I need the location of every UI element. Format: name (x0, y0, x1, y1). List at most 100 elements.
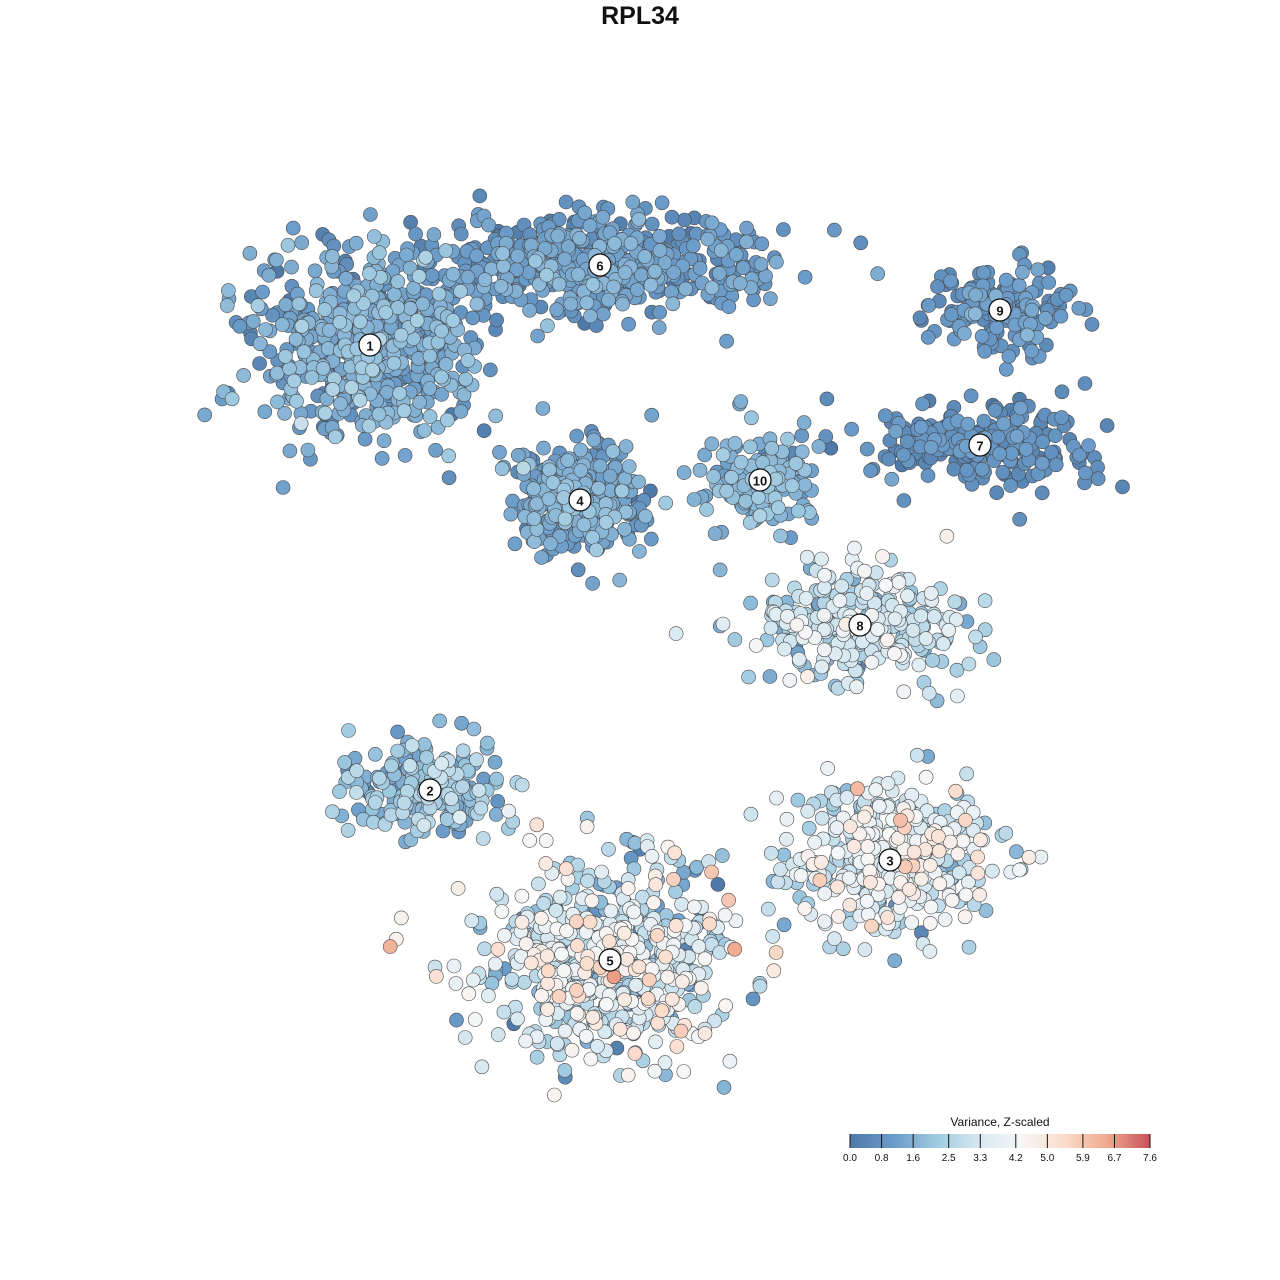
data-point (474, 1059, 490, 1075)
data-point (489, 886, 505, 902)
data-point (252, 356, 267, 371)
data-point (973, 832, 988, 848)
data-point (956, 326, 972, 341)
data-point (820, 761, 836, 776)
data-point (1011, 278, 1027, 293)
data-point (727, 436, 743, 451)
data-point (718, 998, 734, 1014)
data-point (652, 305, 667, 320)
data-point (250, 298, 266, 313)
data-point (650, 1015, 666, 1031)
data-point (586, 432, 602, 448)
data-point (402, 300, 418, 316)
data-point (763, 845, 779, 861)
data-point (643, 277, 659, 293)
data-point (487, 754, 503, 770)
data-point (697, 951, 713, 967)
data-point (536, 440, 551, 456)
data-point (579, 819, 595, 835)
data-point (963, 388, 979, 404)
data-point (443, 791, 459, 807)
data-point (989, 485, 1005, 501)
data-point (721, 299, 737, 315)
data-point (599, 996, 614, 1012)
data-point (269, 365, 285, 381)
data-point (434, 756, 450, 771)
data-point (880, 910, 895, 925)
data-point (961, 939, 977, 955)
data-point (460, 353, 476, 368)
data-point (671, 226, 687, 242)
data-point (438, 243, 454, 258)
data-point (582, 914, 598, 930)
data-point (651, 320, 667, 335)
data-point (989, 320, 1004, 335)
data-point (674, 896, 689, 912)
data-point (497, 928, 512, 943)
data-point (691, 939, 707, 954)
data-point (408, 226, 423, 242)
data-point (527, 253, 543, 269)
data-point (280, 238, 296, 253)
data-point (481, 217, 497, 233)
data-point (860, 839, 876, 854)
data-point (875, 549, 890, 564)
data-point (557, 511, 573, 527)
data-point (422, 409, 438, 424)
data-point (549, 1036, 565, 1051)
data-point (315, 361, 331, 376)
data-point (320, 341, 336, 356)
data-point (812, 872, 828, 888)
data-point (799, 549, 815, 565)
data-point (614, 483, 630, 499)
data-point (864, 654, 880, 670)
data-point (998, 361, 1014, 377)
data-point (621, 316, 636, 332)
data-point (797, 901, 813, 916)
data-point (693, 980, 709, 996)
data-point (652, 243, 668, 258)
data-point (592, 458, 608, 474)
data-point (887, 611, 903, 627)
data-point (473, 800, 489, 816)
data-point (382, 939, 398, 954)
data-point (357, 431, 373, 447)
data-point (255, 284, 270, 300)
data-point (647, 263, 663, 279)
data-point (868, 782, 884, 798)
data-point (572, 231, 587, 246)
data-point (288, 331, 304, 347)
data-point (452, 809, 468, 825)
data-point (944, 307, 959, 322)
data-point (289, 393, 304, 409)
data-point (522, 302, 537, 318)
data-point (913, 419, 929, 435)
data-point (817, 914, 832, 929)
data-point (197, 407, 212, 423)
data-point (944, 892, 960, 908)
data-point (386, 287, 402, 302)
data-point (668, 918, 684, 933)
legend-tick-label: 5.9 (1076, 1153, 1090, 1164)
data-point (715, 447, 731, 463)
data-point (550, 228, 566, 244)
data-point (841, 870, 857, 886)
data-point (871, 798, 887, 814)
data-point (510, 248, 526, 264)
data-point (961, 656, 977, 672)
data-point (523, 955, 539, 971)
data-point (673, 1023, 689, 1039)
data-point (797, 269, 813, 285)
data-point (549, 302, 565, 318)
data-point (700, 231, 716, 247)
data-point (798, 591, 814, 606)
data-point (621, 459, 637, 474)
data-point (647, 1063, 663, 1079)
data-point (598, 514, 614, 530)
data-point (676, 1064, 692, 1079)
data-point (294, 235, 310, 250)
data-point (648, 1034, 663, 1050)
data-point (469, 248, 484, 264)
data-point (813, 854, 829, 870)
data-point (516, 460, 531, 476)
